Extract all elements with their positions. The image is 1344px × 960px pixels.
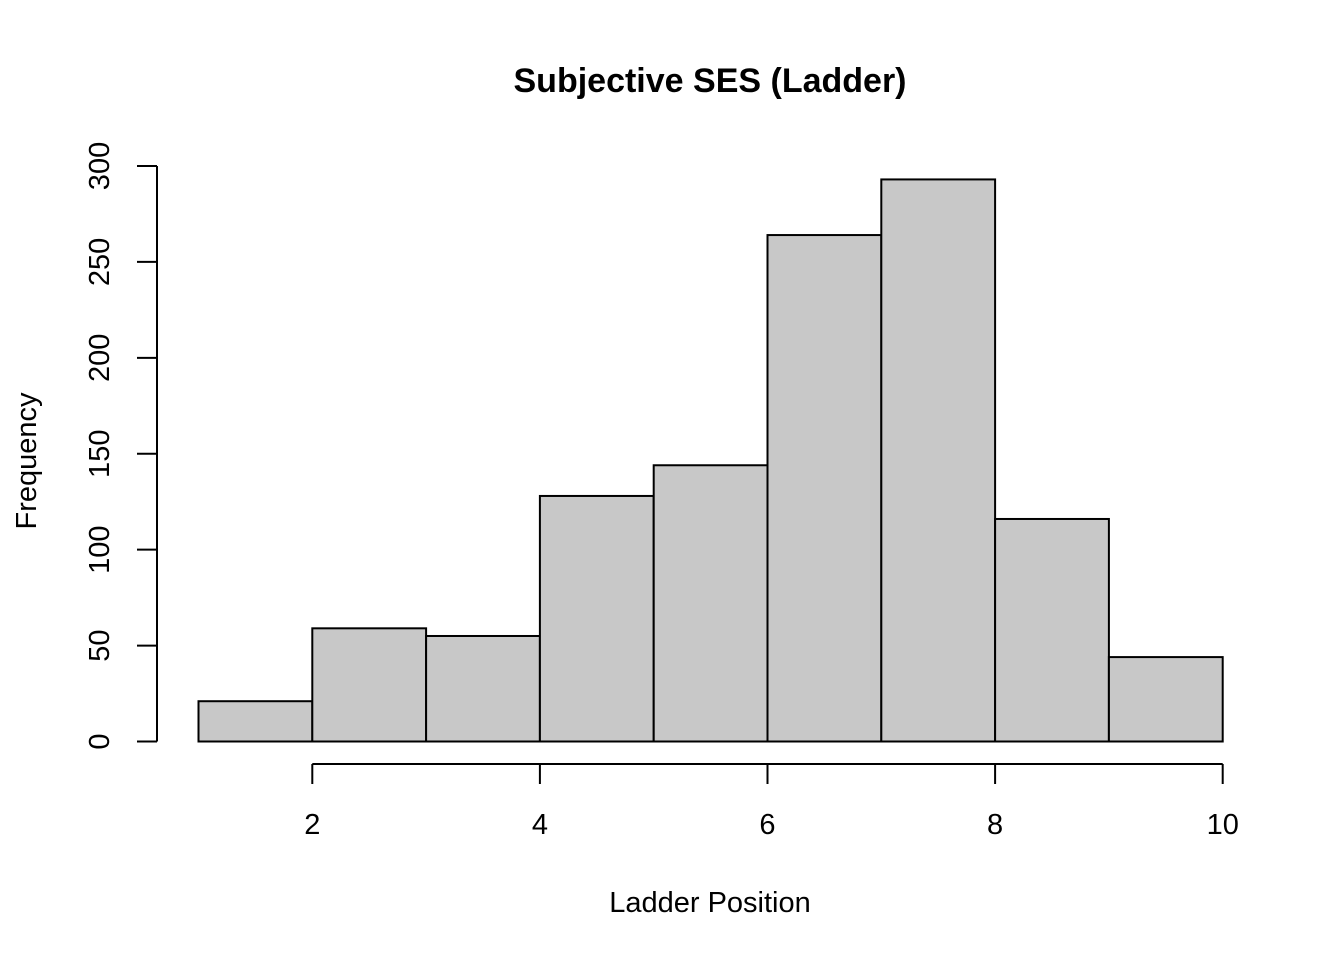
y-tick-label: 0 — [84, 733, 116, 749]
y-tick-label: 150 — [84, 430, 116, 478]
histogram-bar — [880, 178, 997, 743]
histogram-bar — [311, 627, 428, 743]
x-tick-label: 10 — [1207, 809, 1239, 841]
x-axis-label: Ladder Position — [609, 887, 811, 919]
histogram-bar — [1107, 656, 1224, 743]
y-tick-label: 50 — [84, 629, 116, 661]
histogram-bar — [994, 517, 1110, 743]
y-tick-label: 250 — [84, 238, 116, 286]
y-tick-label: 100 — [84, 525, 116, 573]
bars-group — [197, 178, 1224, 743]
histogram-bar — [197, 700, 314, 743]
y-axis: 0 50 100 150 200 250 300 — [84, 142, 158, 750]
histogram-bar — [766, 234, 883, 743]
chart-title: Subjective SES (Ladder) — [514, 62, 907, 100]
x-tick-label: 6 — [759, 809, 775, 841]
histogram-bar — [425, 634, 541, 743]
histogram-bar — [652, 464, 769, 743]
y-axis-label: Frequency — [11, 392, 43, 530]
y-tick-label: 200 — [84, 334, 116, 382]
x-tick-label: 2 — [304, 809, 320, 841]
histogram-bar — [538, 494, 655, 743]
x-axis: 2 4 6 8 10 — [304, 763, 1239, 841]
x-tick-label: 4 — [532, 809, 548, 841]
x-tick-label: 8 — [987, 809, 1003, 841]
y-tick-label: 300 — [84, 142, 116, 190]
